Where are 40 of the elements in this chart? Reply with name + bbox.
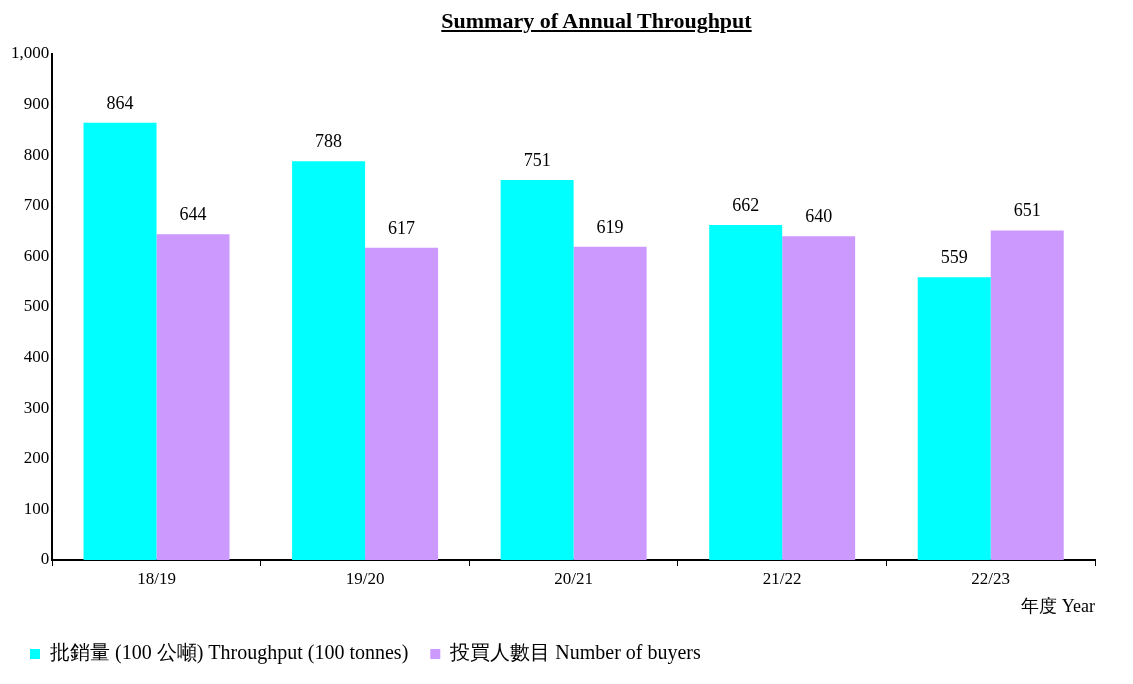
data-label: 617 (388, 217, 416, 238)
y-tick-label: 100 (23, 498, 50, 518)
x-tick-label: 20/21 (554, 568, 593, 588)
x-tick-label: 21/22 (762, 568, 802, 588)
y-tick-label: 1,000 (11, 43, 50, 63)
x-tick-label: 22/23 (971, 568, 1011, 588)
bar (156, 234, 230, 560)
data-label: 751 (523, 149, 551, 170)
data-label: 644 (179, 203, 207, 224)
bar (500, 179, 574, 560)
y-tick-label: 500 (23, 296, 50, 316)
x-tick-label: 18/19 (137, 568, 176, 588)
x-axis-title: 年度 Year (1021, 595, 1095, 616)
bar (782, 236, 856, 560)
data-label: 662 (732, 194, 760, 215)
data-label: 619 (596, 216, 624, 237)
bar (83, 122, 157, 560)
legend-label: 投買人數目 Number of buyers (449, 641, 702, 665)
data-label: 640 (805, 205, 833, 226)
y-tick-label: 600 (23, 245, 50, 265)
legend-label: 批銷量 (100 公噸) Throughput (100 tonnes) (50, 641, 409, 665)
y-tick-label: 200 (23, 448, 50, 468)
chart-title: Summary of Annual Throughput (440, 8, 753, 34)
y-tick-label: 400 (23, 347, 50, 367)
bar (990, 230, 1064, 560)
y-tick-label: 700 (23, 195, 50, 215)
bar (292, 161, 366, 560)
bar (573, 246, 647, 560)
data-label: 651 (1013, 200, 1041, 221)
bar (365, 247, 439, 560)
bar (917, 277, 991, 560)
data-label: 864 (106, 92, 134, 113)
y-tick-label: 900 (23, 94, 50, 114)
data-label: 788 (315, 131, 343, 152)
y-tick-label: 300 (23, 397, 50, 417)
y-tick-label: 800 (23, 144, 50, 164)
y-tick-label: 0 (40, 549, 50, 569)
data-label: 559 (940, 246, 968, 267)
x-tick-label: 19/20 (345, 568, 385, 588)
bar (709, 225, 783, 560)
